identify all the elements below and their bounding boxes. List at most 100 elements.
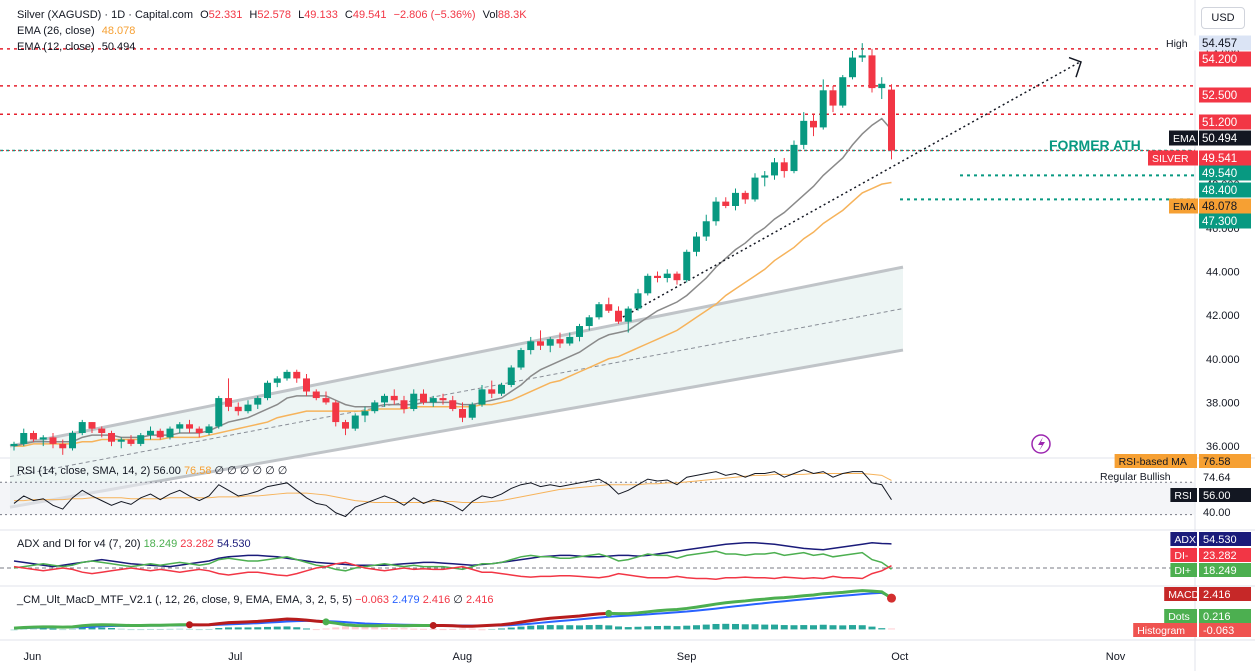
high-value: 52.578	[257, 9, 291, 21]
channel-mid-line	[9, 308, 904, 478]
high-label: H	[249, 9, 258, 21]
indicator-tag-label-bg-rsi-ma	[1114, 454, 1197, 468]
ema12-label: EMA (12, close)	[17, 41, 95, 53]
adx-legend-v2: 23.282	[180, 538, 214, 550]
macd-histogram-bar	[585, 625, 593, 630]
macd-histogram-bar	[839, 625, 847, 630]
macd-histogram-bar	[420, 628, 427, 630]
price-tick-label: 44.000	[1206, 266, 1240, 278]
candle-body	[108, 432, 115, 442]
macd-histogram-bar	[605, 625, 613, 630]
macd-histogram-bar	[595, 624, 603, 630]
indicator-tag-label-adx: ADX	[1174, 534, 1196, 546]
macd-histogram-bar	[702, 624, 710, 630]
macd-histogram-bar	[732, 623, 739, 630]
candle-body	[351, 415, 359, 429]
x-axis-label: Sep	[677, 651, 697, 663]
candle-body	[254, 398, 262, 405]
price-tag-label-bg-ema12	[1169, 130, 1198, 146]
candle-body	[234, 406, 242, 412]
low-value: 49.133	[304, 9, 338, 21]
former-ath-annotation: FORMER ATH	[1049, 137, 1141, 153]
low-label: L	[298, 9, 305, 21]
macd-histogram-bar	[888, 628, 895, 630]
indicator-tag-value-di-minus: 23.282	[1203, 550, 1237, 562]
adx-legend-v1: 18.249	[143, 538, 178, 550]
indicator-tag-label-rsi-bull: Regular Bullish	[1100, 471, 1171, 483]
price-tag-level-49540	[1199, 165, 1251, 181]
indicator-tag-value-rsi: 56.00	[1203, 490, 1231, 502]
adx-legend-v3: 54.530	[217, 538, 251, 550]
macd-histogram-bar	[410, 628, 418, 630]
rsi-line	[13, 469, 892, 518]
candle-body	[858, 55, 866, 58]
price-tag-label-silver: SILVER	[1152, 153, 1189, 165]
price-tick-label: 36.000	[1206, 441, 1240, 453]
macd-histogram-bar	[195, 629, 203, 631]
candle-body	[176, 424, 184, 429]
candle-body	[839, 77, 847, 106]
candle-body	[517, 350, 525, 368]
macd-histogram-bar	[342, 626, 349, 630]
indicator-tag-label-bg-di-plus	[1170, 563, 1197, 577]
macd-histogram-bar	[98, 627, 106, 630]
macd-histogram-bar	[546, 625, 554, 630]
candle-body	[468, 404, 476, 418]
candle-body	[371, 402, 379, 412]
price-tag-label-ema26: EMA	[1173, 201, 1196, 213]
macd-histogram-bar	[225, 627, 232, 630]
candle-body	[478, 389, 486, 405]
indicator-tag-label-bg-rsi	[1170, 488, 1197, 502]
indicator-tag-rsi-upper	[1199, 470, 1251, 484]
macd-histogram-bar	[498, 628, 505, 630]
candle-body	[498, 384, 505, 394]
x-axis-label: Jul	[228, 651, 242, 663]
lightning-icon	[1031, 434, 1051, 454]
channel-upper-line	[9, 265, 904, 448]
price-tag-value-level-47300: 47.300	[1202, 216, 1237, 228]
candle-body	[819, 90, 827, 128]
macd-histogram-bar	[566, 625, 574, 630]
macd-histogram-bar	[156, 628, 164, 630]
rsi-legend-v2: 76.58	[183, 465, 212, 477]
candle-body	[546, 339, 554, 346]
macd-histogram-bar	[166, 628, 174, 630]
price-tag-ema26	[1199, 198, 1251, 214]
candle-body	[322, 398, 330, 403]
macd-histogram-bar	[810, 625, 817, 630]
indicator-tag-label-bg-dots	[1164, 609, 1197, 623]
candle-body	[303, 378, 310, 392]
candle-body	[78, 422, 86, 433]
rsi-legend: RSI (14, close, SMA, 14, 2) 56.00 76.58 …	[17, 464, 287, 477]
candle-body	[595, 304, 603, 318]
currency-button[interactable]: USD	[1201, 7, 1245, 29]
macd-histogram-bar	[761, 624, 769, 630]
candle-body	[117, 439, 125, 442]
open-value: 52.331	[208, 9, 243, 21]
candle-body	[693, 236, 700, 252]
candle-body	[878, 83, 886, 89]
macd-line-segment-4	[608, 589, 893, 616]
macd-histogram-bar	[234, 627, 242, 630]
macd-legend-v1: −0.063	[355, 594, 390, 606]
indicator-tag-label-di-plus: DI+	[1174, 565, 1191, 577]
macd-histogram-bar	[712, 623, 720, 630]
price-tag-value-ema12: 50.494	[1202, 133, 1238, 145]
macd-histogram-bar	[264, 626, 271, 630]
open-label: O	[200, 9, 209, 21]
indicator-tag-value-rsi-upper: 74.64	[1203, 472, 1231, 484]
macd-histogram-bar	[312, 629, 320, 631]
macd-histogram-bar	[30, 628, 37, 630]
candle-body	[186, 424, 193, 429]
macd-histogram-bar	[10, 629, 18, 631]
indicator-tag-di-plus	[1199, 563, 1251, 577]
candle-body	[342, 422, 349, 429]
macd-legend-v3: 2.416	[422, 594, 451, 606]
macd-legend-label: _CM_Ult_MacD_MTF_V2.1 (, 12, 26, close, …	[17, 594, 353, 606]
ema26-label: EMA (26, close)	[17, 25, 95, 37]
candle-body	[644, 275, 652, 294]
macd-histogram-bar	[273, 626, 281, 630]
candle-body	[673, 273, 681, 281]
macd-histogram-bar	[722, 623, 730, 630]
